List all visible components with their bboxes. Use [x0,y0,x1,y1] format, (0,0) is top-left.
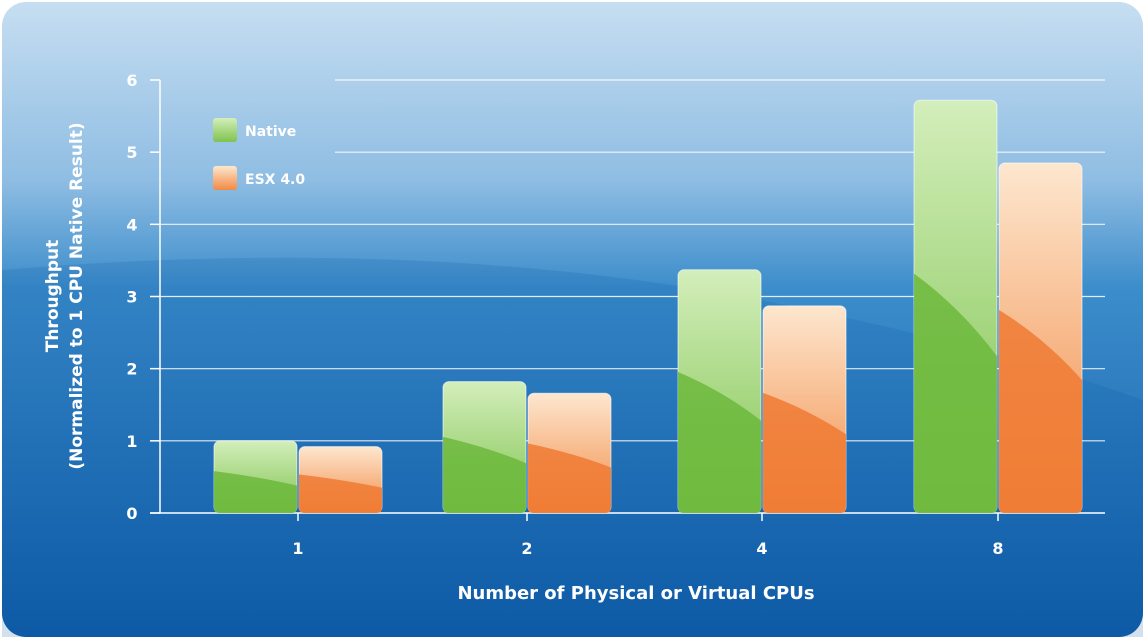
y-tick-label-2: 2 [126,360,137,379]
y-tick-label-0: 0 [126,504,137,523]
y-axis-label-line2: (Normalized to 1 CPU Native Result) [67,122,87,469]
x-tick-labels: 1 2 4 8 [292,513,1004,558]
bar-esx-1 [298,446,383,514]
bar-esx-8-shade [999,309,1082,513]
legend-label-esx: ESX 4.0 [245,172,305,188]
bar-esx-8 [998,162,1083,514]
legend-label-native: Native [245,124,296,140]
bar-native-1-shade [214,471,297,513]
y-tick-label-1: 1 [126,432,137,451]
y-tick-labels: 0 1 2 3 4 5 6 [126,71,137,523]
x-tick-label-1: 1 [292,539,303,558]
bar-esx-2-shade [528,443,611,513]
bar-native-4 [677,269,762,514]
bar-native-8-shade [914,273,997,513]
x-axis-label: Number of Physical or Virtual CPUs [457,583,814,604]
legend-swatch-esx [213,166,237,190]
y-axis-label-line1: Throughput [43,240,63,353]
bar-esx-2 [527,392,612,514]
y-tick-label-4: 4 [126,215,137,234]
bar-native-2-shade [443,436,526,513]
bar-esx-4 [762,305,847,514]
bars [213,99,1083,514]
y-tick-label-6: 6 [126,71,137,90]
bar-esx-1-shade [299,474,382,513]
y-tick-label-5: 5 [126,143,137,162]
legend-swatch-native [213,118,237,142]
bar-native-8 [913,99,998,514]
x-tick-label-8: 8 [992,539,1003,558]
legend: Native ESX 4.0 [213,118,305,190]
bar-esx-4-shade [763,392,846,513]
x-tick-label-2: 2 [521,539,532,558]
y-tick-label-3: 3 [126,288,137,307]
bar-native-4-shade [678,371,761,513]
x-tick-label-4: 4 [756,539,767,558]
bar-native-1 [213,440,298,514]
bar-native-2 [442,381,527,514]
